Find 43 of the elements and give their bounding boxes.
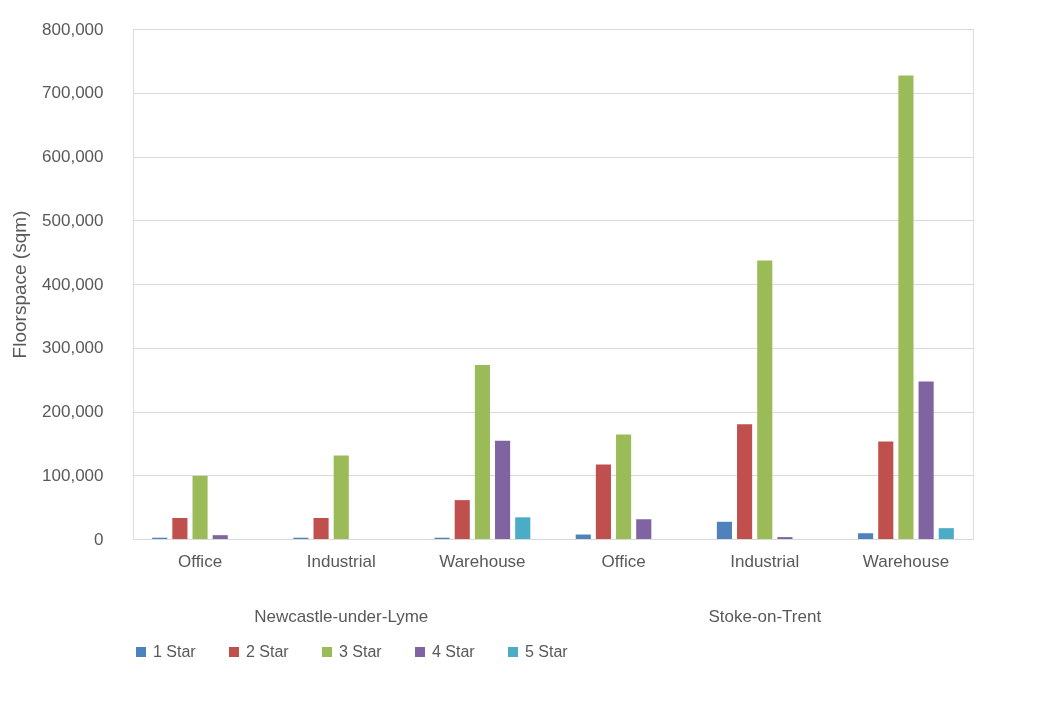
y-tick-label: 300,000: [42, 338, 104, 358]
bar: [938, 528, 954, 539]
bar: [333, 455, 349, 539]
bar: [858, 533, 874, 539]
y-tick-label: 600,000: [42, 147, 104, 166]
legend-label: 3 Star: [339, 643, 383, 660]
y-tick-label: 800,000: [42, 19, 104, 39]
y-tick-label: 400,000: [42, 274, 104, 294]
text: Stoke-on-Trent: [708, 607, 822, 626]
bar: [495, 440, 511, 539]
x-tick-label: Warehouse: [862, 551, 950, 571]
y-axis-title: Floorspace (sqm): [9, 210, 31, 359]
bar: [716, 521, 732, 539]
bar: [474, 364, 490, 539]
bar: [918, 381, 934, 539]
y-tick-label: 200,000: [42, 402, 104, 421]
legend-label: 4 Star: [432, 643, 476, 660]
bar: [192, 475, 208, 539]
x-tick-label: Office: [601, 551, 646, 571]
bar: [636, 519, 652, 539]
bar: [313, 517, 329, 539]
x-tick-label: Office: [178, 551, 223, 571]
bar: [212, 535, 228, 539]
legend-label: 1 Star: [153, 643, 197, 660]
bar: [878, 441, 894, 539]
bar: [757, 260, 773, 539]
text: Newcastle-under-Lyme: [254, 607, 429, 626]
legend-label: 5 Star: [525, 643, 569, 660]
y-tick-label: 500,000: [42, 210, 104, 230]
y-tick-label: 0: [94, 529, 104, 549]
y-tick-label: 700,000: [42, 83, 104, 103]
bar: [454, 500, 470, 539]
bar: [515, 517, 531, 539]
bar: [616, 434, 632, 539]
bar: [898, 75, 914, 539]
bar: [737, 424, 753, 539]
bar: [595, 464, 611, 539]
bar: [172, 517, 188, 539]
x-tick-label: Warehouse: [439, 551, 526, 571]
y-tick-label: 100,000: [42, 465, 104, 485]
x-tick-label: Industrial: [306, 551, 376, 571]
legend-label: 2 Star: [246, 643, 290, 660]
x-tick-label: Industrial: [730, 551, 800, 571]
